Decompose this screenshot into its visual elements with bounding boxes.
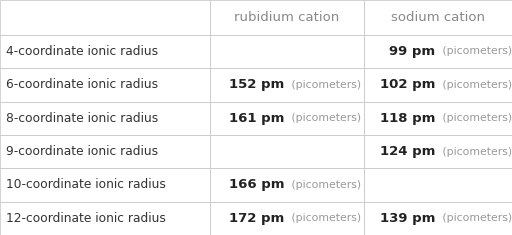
- Text: 124 pm: 124 pm: [380, 145, 435, 158]
- Text: 102 pm: 102 pm: [380, 78, 435, 91]
- Text: rubidium cation: rubidium cation: [234, 11, 339, 24]
- Text: (picometers): (picometers): [439, 147, 512, 157]
- Bar: [0, 102, 210, 135]
- Text: 9-coordinate ionic radius: 9-coordinate ionic radius: [6, 145, 158, 158]
- Text: (picometers): (picometers): [288, 113, 361, 123]
- Bar: [0, 135, 210, 168]
- Bar: [210, 35, 364, 68]
- Text: 118 pm: 118 pm: [380, 112, 435, 125]
- Bar: [210, 168, 364, 202]
- Bar: [210, 135, 364, 168]
- Text: 12-coordinate ionic radius: 12-coordinate ionic radius: [6, 212, 166, 225]
- Text: sodium cation: sodium cation: [391, 11, 485, 24]
- Text: 139 pm: 139 pm: [380, 212, 435, 225]
- Text: (picometers): (picometers): [439, 47, 512, 56]
- Text: (picometers): (picometers): [288, 180, 361, 190]
- Text: (picometers): (picometers): [439, 113, 512, 123]
- Bar: [0, 35, 210, 68]
- Text: 4-coordinate ionic radius: 4-coordinate ionic radius: [6, 45, 158, 58]
- Text: 161 pm: 161 pm: [229, 112, 284, 125]
- Bar: [364, 68, 512, 102]
- Bar: [364, 202, 512, 235]
- Text: (picometers): (picometers): [439, 213, 512, 223]
- Bar: [0, 68, 210, 102]
- Bar: [0, 202, 210, 235]
- Text: 172 pm: 172 pm: [229, 212, 284, 225]
- Bar: [364, 35, 512, 68]
- Bar: [364, 168, 512, 202]
- Bar: [210, 68, 364, 102]
- Text: 10-coordinate ionic radius: 10-coordinate ionic radius: [6, 178, 166, 192]
- Bar: [364, 0, 512, 35]
- Bar: [0, 168, 210, 202]
- Text: (picometers): (picometers): [288, 80, 361, 90]
- Bar: [0, 0, 210, 35]
- Text: 6-coordinate ionic radius: 6-coordinate ionic radius: [6, 78, 158, 91]
- Bar: [210, 102, 364, 135]
- Bar: [364, 135, 512, 168]
- Text: (picometers): (picometers): [439, 80, 512, 90]
- Text: (picometers): (picometers): [288, 213, 361, 223]
- Text: 152 pm: 152 pm: [229, 78, 284, 91]
- Text: 8-coordinate ionic radius: 8-coordinate ionic radius: [6, 112, 158, 125]
- Text: 166 pm: 166 pm: [229, 178, 284, 192]
- Bar: [210, 0, 364, 35]
- Text: 99 pm: 99 pm: [389, 45, 435, 58]
- Bar: [364, 102, 512, 135]
- Bar: [210, 202, 364, 235]
